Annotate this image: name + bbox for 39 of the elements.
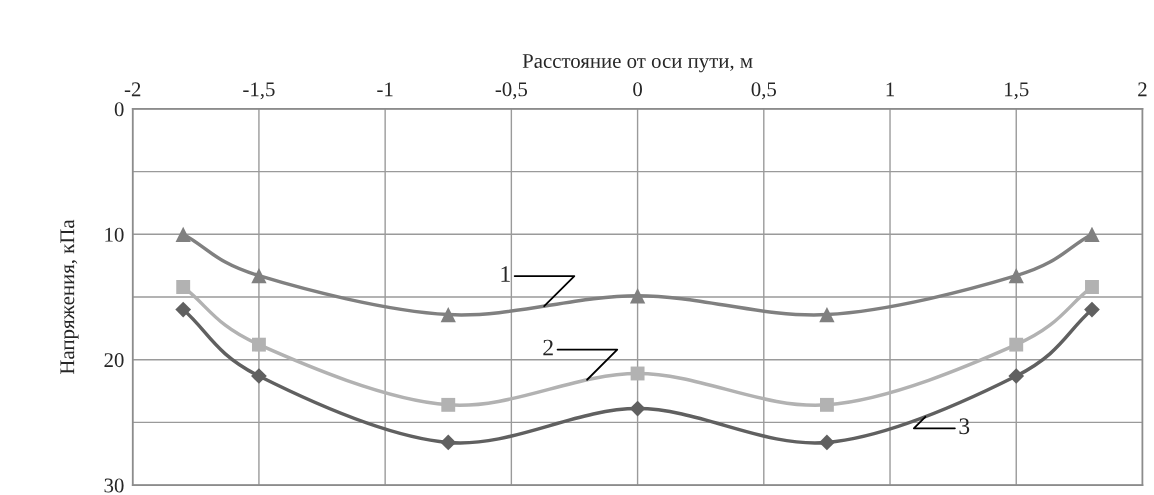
y-tick-label: 10 xyxy=(105,227,124,242)
x-tick-label: -2 xyxy=(124,82,141,97)
point xyxy=(175,226,191,242)
series-label: 2 xyxy=(543,339,553,356)
point xyxy=(251,337,266,352)
point xyxy=(629,400,646,417)
x-axis-title: Расстояние от оси пути, м xyxy=(522,54,753,73)
y-axis-title: Напряжения, кПа xyxy=(60,219,79,375)
point xyxy=(175,301,192,318)
x-tick-label: 1,5 xyxy=(1005,82,1029,100)
point xyxy=(1084,301,1100,318)
point xyxy=(629,288,646,304)
y-tick-label: 20 xyxy=(104,353,124,368)
point xyxy=(176,280,191,294)
point xyxy=(440,306,456,323)
x-tick-label: -1,5 xyxy=(243,82,275,100)
series-label: 3 xyxy=(959,418,970,435)
x-tick-label: 0,5 xyxy=(751,82,777,100)
x-tick-label: -1 xyxy=(377,82,393,97)
point xyxy=(819,397,834,412)
y-tick-label: 0 xyxy=(114,102,124,117)
point xyxy=(1008,268,1024,284)
point xyxy=(1008,368,1025,384)
x-tick-label: 1 xyxy=(886,82,894,97)
point xyxy=(630,366,645,381)
point xyxy=(251,368,267,384)
x-tick-label: 2 xyxy=(1138,82,1147,97)
x-tick-label: -0,5 xyxy=(495,82,528,100)
y-tick-label: 30 xyxy=(104,478,124,493)
point xyxy=(1009,337,1024,352)
point xyxy=(440,434,457,451)
x-tick-label: 0 xyxy=(633,82,642,97)
point xyxy=(1084,226,1100,242)
point xyxy=(819,306,835,323)
point xyxy=(819,434,835,451)
point xyxy=(441,397,456,412)
point xyxy=(1085,280,1099,294)
series-label: 1 xyxy=(501,266,510,282)
point xyxy=(251,268,267,284)
